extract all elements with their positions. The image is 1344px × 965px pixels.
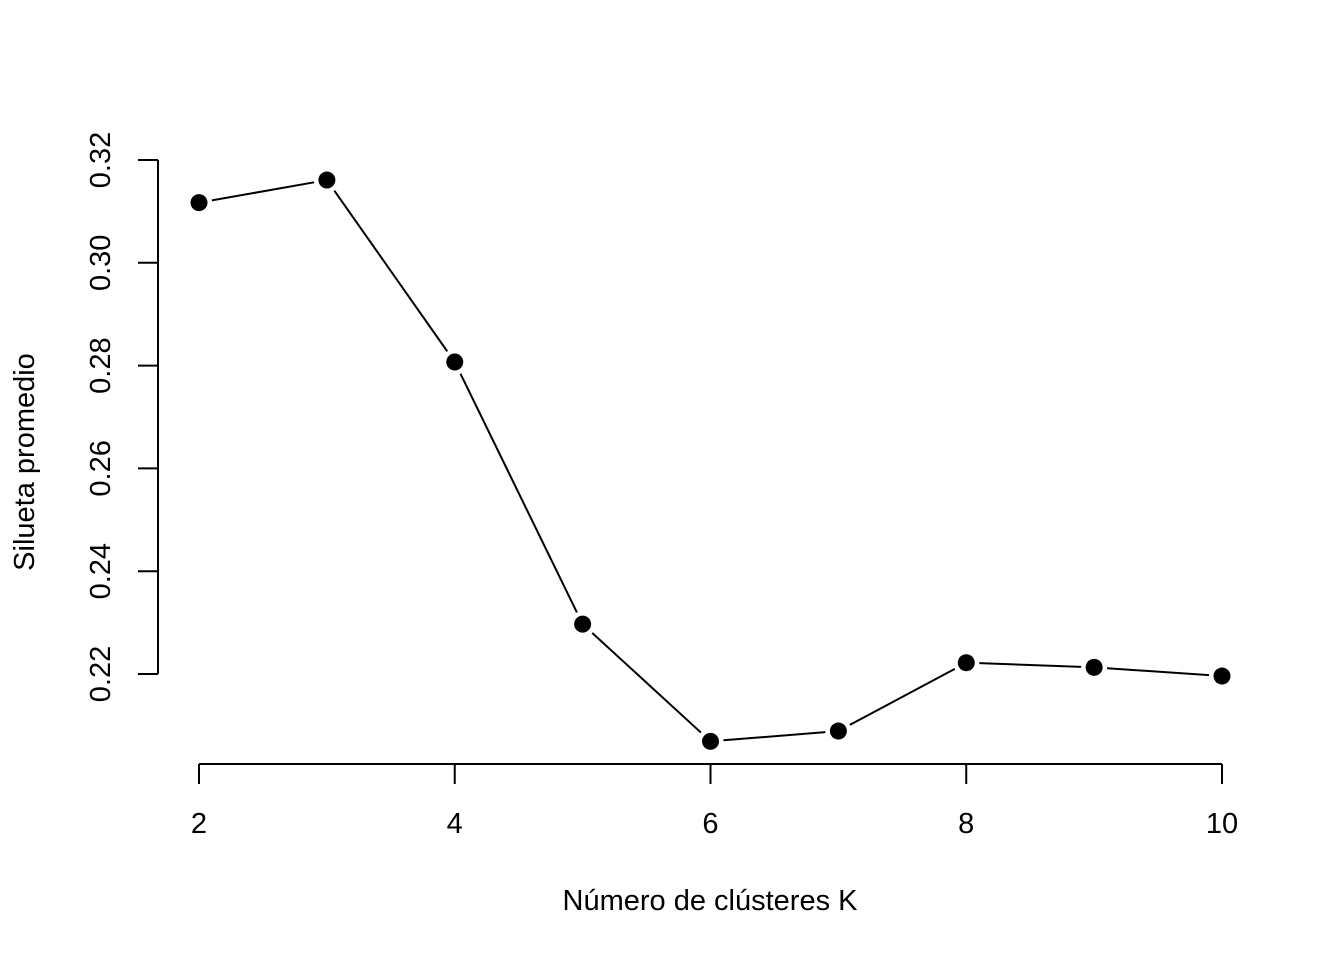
series-line-segment [459,373,578,613]
y-tick-label: 0.30 [85,235,117,291]
data-point [1213,667,1231,685]
y-tick-label: 0.26 [85,440,117,496]
y-tick-label: 0.32 [85,132,117,188]
data-point [1085,658,1103,676]
series-line-segment [333,190,449,352]
x-axis-title: Número de clústeres K [563,885,859,917]
data-point [702,732,719,750]
series-layer [190,171,1231,750]
data-point [574,615,592,633]
y-axis-title: Silueta promedio [9,353,41,571]
x-tick-label: 4 [447,808,463,840]
y-tick-label: 0.24 [85,543,117,599]
x-tick-label: 8 [958,808,974,840]
series-line-segment [723,731,826,742]
data-point [190,194,208,212]
x-tick-label: 2 [191,808,207,840]
y-tick-label: 0.22 [85,646,117,702]
series-line-segment [979,662,1082,668]
series-line-segment [849,667,956,726]
series-line-segment [1107,667,1210,677]
data-point [829,722,847,740]
series-line-segment [591,632,702,734]
axes: 2 4 6 8 10 0.22 0.24 0.26 0.28 0.30 0.32 [85,132,1238,840]
y-tick-label: 0.28 [85,337,117,393]
data-point [957,654,975,672]
data-point [318,171,336,189]
x-tick-label: 6 [702,808,718,840]
data-point [446,353,464,371]
x-tick-label: 10 [1206,808,1238,840]
series-line-segment [211,181,315,202]
